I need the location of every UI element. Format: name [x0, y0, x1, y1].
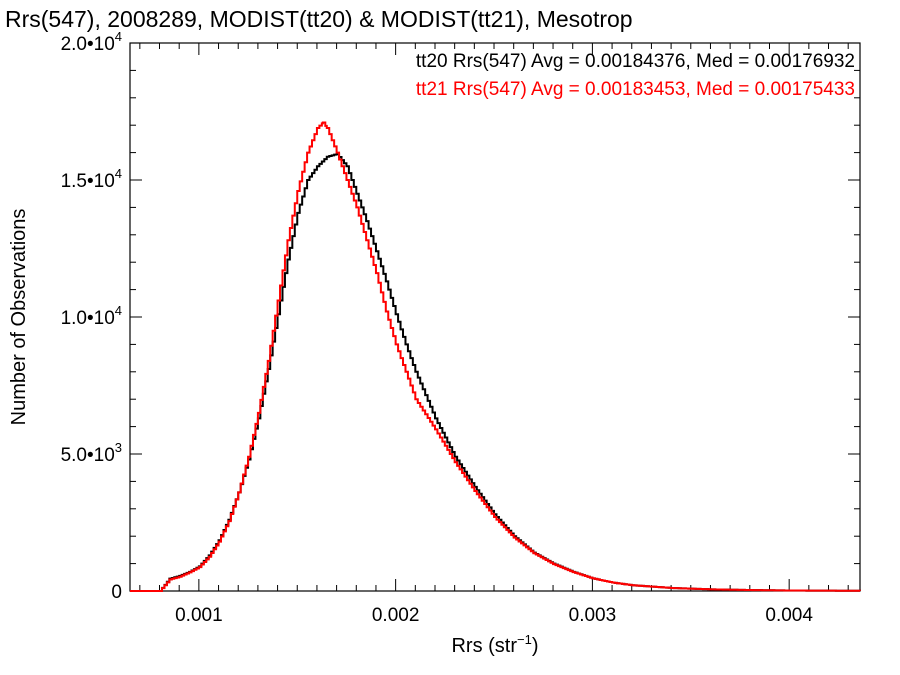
y-tick-label-base: 5.0•10 [61, 445, 115, 466]
y-tick-label: 0 [111, 582, 122, 603]
y-tick-label-base: 2.0•10 [61, 34, 115, 55]
x-tick-label: 0.003 [569, 605, 617, 626]
plot-frame [129, 42, 861, 592]
x-tick-label: 0.002 [372, 605, 420, 626]
chart-title: Rrs(547), 2008289, MODIST(tt20) & MODIST… [5, 6, 633, 32]
y-tick-label-exponent: 4 [115, 303, 122, 318]
y-tick-label: 1.0•104 [61, 303, 122, 329]
x-axis-label: Rrs (str−1) [451, 632, 538, 657]
x-axis-label-tail: ) [532, 635, 539, 657]
x-tick-label: 0.001 [175, 605, 223, 626]
series-line-tt20 [130, 152, 861, 592]
y-tick-label-exponent: 3 [115, 440, 122, 455]
y-tick-label: 5.0•103 [61, 440, 122, 466]
y-axis-label: Number of Observations [8, 209, 30, 426]
x-axis-label-main: Rrs (str [451, 635, 517, 657]
y-tick-label-exponent: 4 [115, 29, 122, 44]
series-layer [130, 121, 861, 592]
x-axis-label-exponent: −1 [517, 632, 532, 647]
y-tick-label: 2.0•104 [61, 29, 122, 55]
y-tick-label-base: 1.0•10 [61, 308, 115, 329]
legend-entry-tt21: tt21 Rrs(547) Avg = 0.00183453, Med = 0.… [416, 79, 855, 100]
y-tick-label-exponent: 4 [115, 166, 122, 181]
y-tick-label-base: 1.5•10 [61, 171, 115, 192]
series-line-tt21 [130, 121, 861, 592]
x-axis-ticks: 0.001 0.002 0.003 0.004 [139, 43, 849, 626]
y-tick-label-base: 0 [111, 582, 122, 603]
x-tick-label: 0.004 [765, 605, 813, 626]
y-tick-label: 1.5•104 [61, 166, 122, 192]
legend-entry-tt20: tt20 Rrs(547) Avg = 0.00184376, Med = 0.… [416, 51, 855, 72]
